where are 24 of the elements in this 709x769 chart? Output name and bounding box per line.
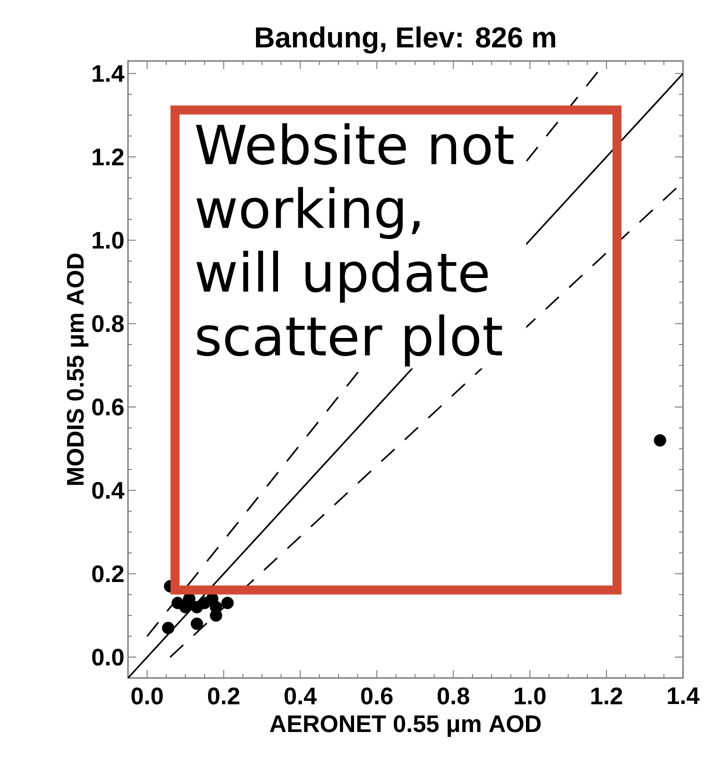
y-tick-label: 0.4 [92,482,124,499]
x-tick-label: 0.4 [284,688,317,704]
annotation: Website not working, will update scatter plot [196,123,514,367]
x-tick-label: 0.2 [208,688,240,704]
x-tick-label: 1.4 [668,688,700,704]
x-tick-label: 0.8 [438,688,470,704]
y-tick-label: 0.6 [92,398,124,416]
y-tick-label: 1.2 [92,148,124,166]
y-tick-label: 0.0 [92,648,124,666]
chart-title: Bandung, Elev: 826 m [256,26,556,54]
y-axis-title: MODIS 0.55 μm AOD [66,254,88,485]
y-tick-label: 0.2 [92,565,124,582]
x-tick-label: 0.0 [131,688,163,704]
y-tick-label: 0.8 [92,315,124,332]
x-tick-label: 1.0 [514,688,546,704]
y-tick-label: 1.4 [92,65,124,82]
point [654,434,666,447]
point [221,596,234,610]
x-tick-label: 0.6 [361,688,393,704]
x-tick-label: 1.2 [591,688,622,704]
point [162,622,174,634]
y-tick-label: 1.0 [92,232,124,249]
point [190,618,204,630]
x-axis-title: AERONET 0.55 μm AOD [270,715,541,737]
